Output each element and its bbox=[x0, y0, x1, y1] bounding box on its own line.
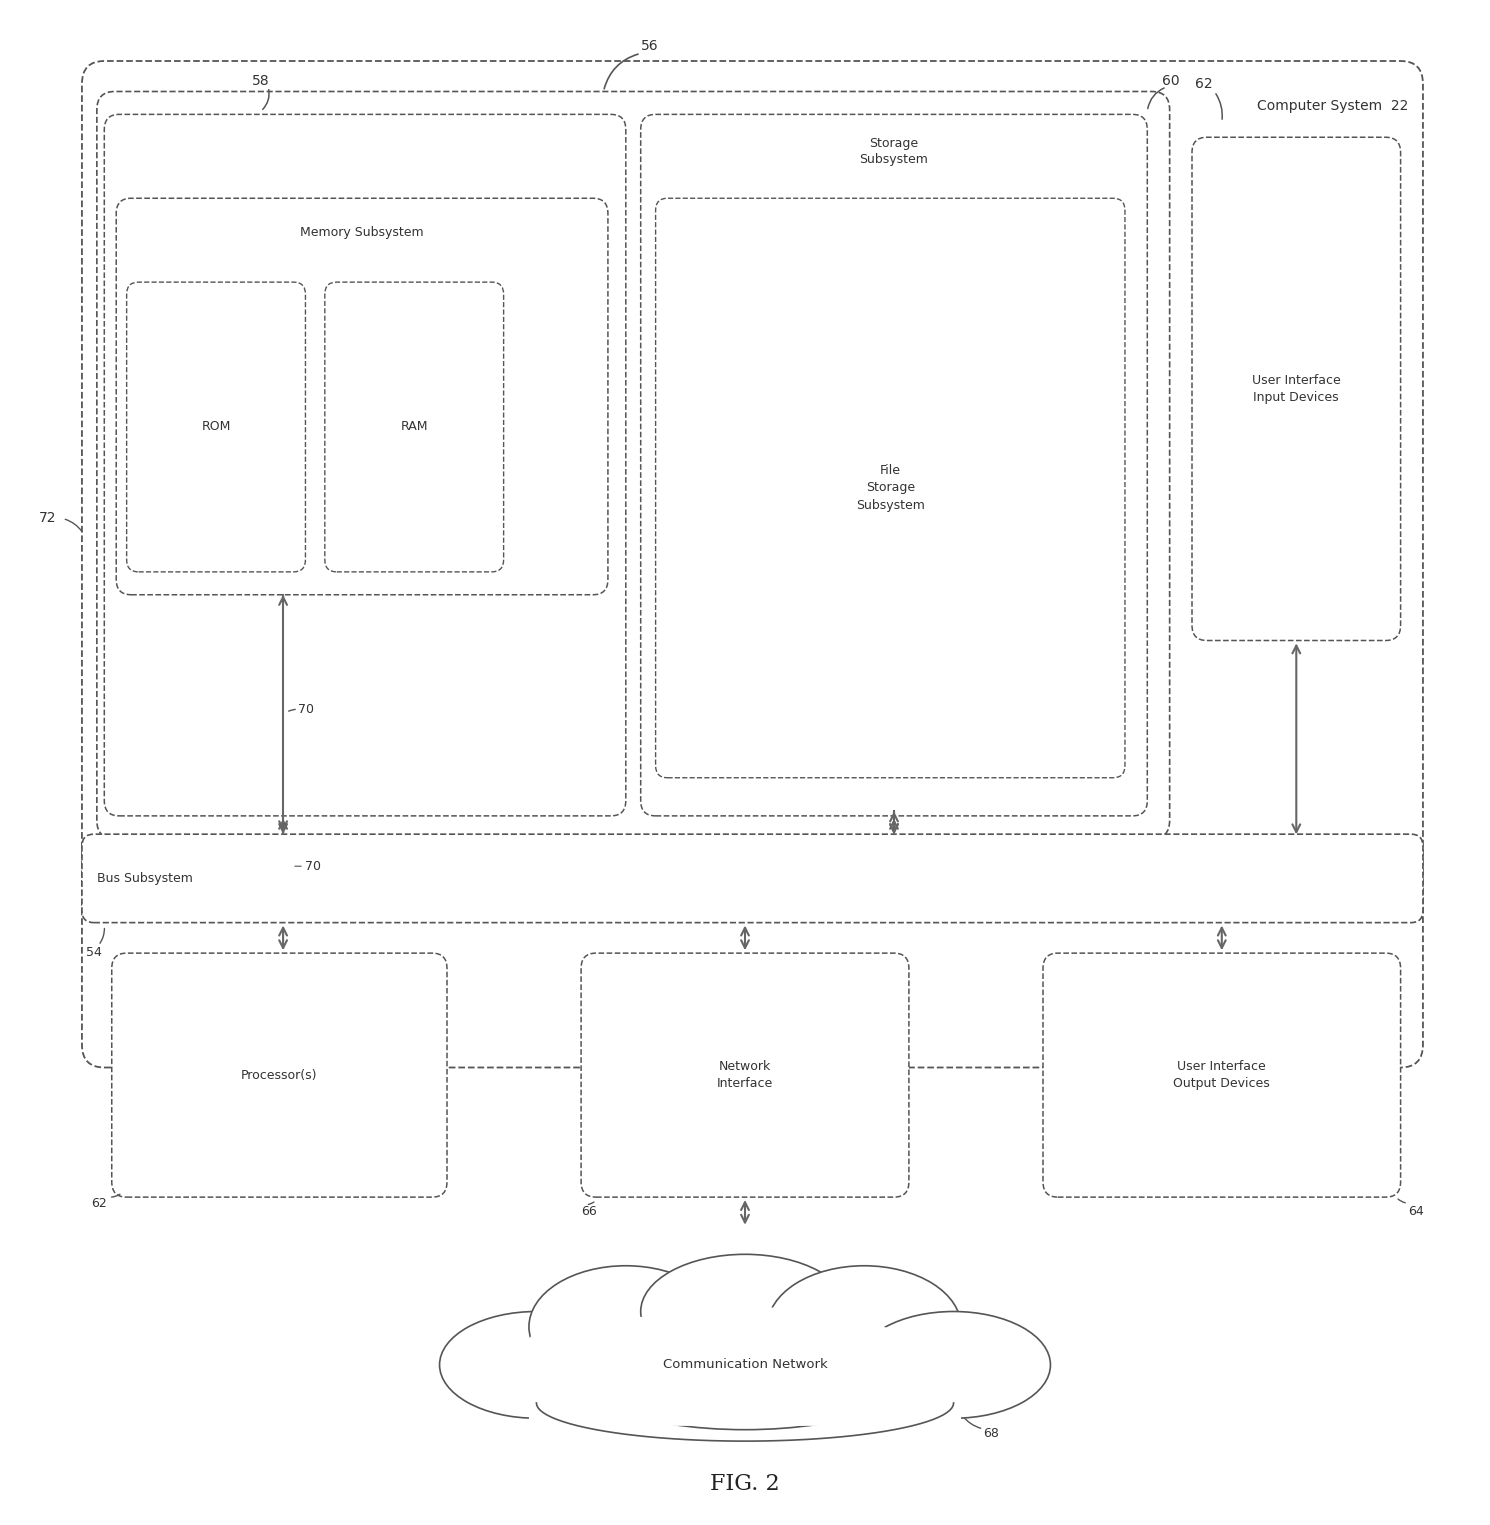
FancyBboxPatch shape bbox=[325, 282, 504, 572]
Text: 62: 62 bbox=[91, 1197, 107, 1211]
Text: RAM: RAM bbox=[401, 421, 428, 433]
Text: 66: 66 bbox=[581, 1205, 597, 1218]
Text: 54: 54 bbox=[86, 946, 103, 959]
Text: 72: 72 bbox=[39, 511, 57, 526]
FancyBboxPatch shape bbox=[104, 114, 626, 816]
Text: Network
Interface: Network Interface bbox=[717, 1060, 773, 1090]
Text: Computer System  22: Computer System 22 bbox=[1256, 99, 1408, 113]
FancyBboxPatch shape bbox=[581, 953, 909, 1197]
FancyBboxPatch shape bbox=[1043, 953, 1401, 1197]
Text: FIG. 2: FIG. 2 bbox=[711, 1473, 779, 1494]
Ellipse shape bbox=[551, 1284, 939, 1430]
Text: Storage
Subsystem: Storage Subsystem bbox=[860, 137, 928, 166]
Text: 68: 68 bbox=[983, 1427, 1000, 1440]
FancyBboxPatch shape bbox=[97, 92, 1170, 839]
FancyBboxPatch shape bbox=[641, 114, 1147, 816]
FancyBboxPatch shape bbox=[656, 198, 1125, 778]
Ellipse shape bbox=[440, 1312, 633, 1418]
FancyBboxPatch shape bbox=[127, 282, 305, 572]
Text: Communication Network: Communication Network bbox=[663, 1359, 827, 1371]
Text: 70: 70 bbox=[298, 703, 314, 715]
FancyBboxPatch shape bbox=[112, 953, 447, 1197]
Ellipse shape bbox=[529, 1266, 723, 1388]
Ellipse shape bbox=[551, 1357, 939, 1418]
Text: 56: 56 bbox=[641, 40, 659, 53]
Text: Bus Subsystem: Bus Subsystem bbox=[97, 872, 192, 884]
FancyBboxPatch shape bbox=[529, 1334, 961, 1426]
Ellipse shape bbox=[857, 1312, 1050, 1418]
Ellipse shape bbox=[641, 1254, 849, 1369]
Text: Memory Subsystem: Memory Subsystem bbox=[301, 226, 423, 239]
FancyBboxPatch shape bbox=[82, 61, 1423, 1068]
Text: ROM: ROM bbox=[201, 421, 231, 433]
Text: 70: 70 bbox=[305, 860, 322, 872]
Text: 60: 60 bbox=[1162, 75, 1180, 88]
Text: User Interface
Input Devices: User Interface Input Devices bbox=[1252, 374, 1341, 404]
Text: 64: 64 bbox=[1408, 1205, 1424, 1218]
Text: File
Storage
Subsystem: File Storage Subsystem bbox=[855, 464, 925, 512]
FancyBboxPatch shape bbox=[1192, 137, 1401, 640]
FancyBboxPatch shape bbox=[82, 834, 1423, 923]
Text: User Interface
Output Devices: User Interface Output Devices bbox=[1174, 1060, 1269, 1090]
Text: Processor(s): Processor(s) bbox=[241, 1069, 317, 1081]
Text: 62: 62 bbox=[1195, 78, 1213, 92]
Text: 58: 58 bbox=[252, 75, 270, 88]
Ellipse shape bbox=[566, 1307, 924, 1414]
FancyBboxPatch shape bbox=[116, 198, 608, 595]
Ellipse shape bbox=[767, 1266, 961, 1388]
